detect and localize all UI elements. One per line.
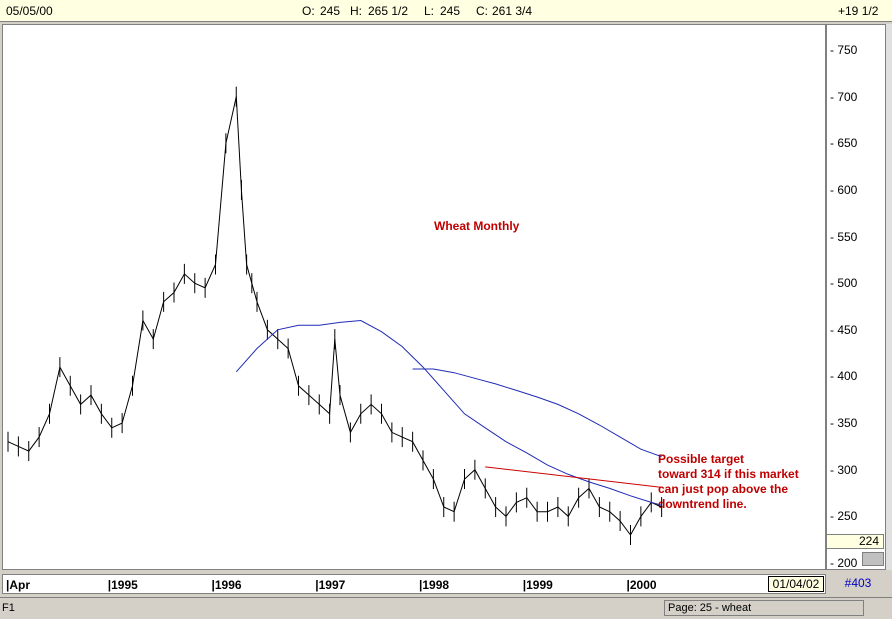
close-label: C: [476, 4, 488, 18]
change-value: +19 1/2 [838, 4, 879, 18]
x-axis-panel [2, 574, 826, 594]
annotation-line-2: toward 314 if this market [658, 467, 799, 481]
x-tick-label: |1996 [211, 578, 242, 592]
x-tick-label: |1998 [419, 578, 450, 592]
status-page: Page: 25 - wheat [664, 600, 864, 616]
low-value: 245 [440, 4, 461, 18]
x-tick-label: |2000 [626, 578, 657, 592]
y-tick-label: - 250 [830, 509, 858, 524]
y-tick-label: - 700 [830, 89, 858, 104]
y-tick-label: - 400 [830, 369, 858, 384]
y-tick-label: - 300 [830, 462, 858, 477]
x-tick-label: |1995 [107, 578, 138, 592]
y-tick-label: - 450 [830, 322, 858, 337]
status-bar: F1 Page: 25 - wheat [0, 597, 892, 619]
downtrend-line [485, 466, 662, 488]
open-value: 245 [320, 4, 341, 18]
high-value: 265 1/2 [368, 4, 409, 18]
high-label: H: [350, 4, 362, 18]
y-tick-label: - 750 [830, 43, 858, 57]
y-tick-label: - 500 [830, 276, 858, 291]
annotation-line-1: Possible target [658, 452, 745, 466]
x-tick-label: |Apr [6, 578, 31, 592]
chart-tool-icon[interactable] [862, 552, 884, 566]
moving-average-long [412, 368, 662, 458]
y-tick-label: - 350 [830, 416, 858, 431]
status-f1: F1 [2, 602, 15, 614]
moving-average-short [235, 319, 662, 506]
y-tick-label: - 600 [830, 182, 858, 197]
price-line [7, 96, 662, 536]
x-tick-label: |1997 [315, 578, 346, 592]
close-value: 261 3/4 [492, 4, 533, 18]
bar-count: #403 [844, 576, 872, 590]
cursor-date-box: 01/04/02 [768, 576, 824, 592]
quote-date: 05/05/00 [6, 4, 53, 18]
low-label: L: [424, 4, 435, 18]
y-axis-panel [826, 24, 886, 570]
x-tick-label: |1999 [522, 578, 553, 592]
y-tick-label: - 550 [830, 229, 858, 244]
quote-header: 05/05/00 O: 245 H: 265 1/2 L: 245 C: 261… [0, 0, 892, 22]
plot-area[interactable] [2, 24, 826, 570]
y-tick-label: - 200 [830, 556, 858, 570]
vertical-scrollbar[interactable] [886, 24, 892, 570]
y-tick-label: - 650 [830, 136, 858, 151]
annotation-line-3: can just pop above the [658, 482, 789, 496]
annotation-line-4: downtrend line. [658, 497, 747, 511]
last-price-box: 224 [826, 534, 884, 549]
chart-title: Wheat Monthly [434, 219, 520, 233]
open-label: O: [302, 4, 315, 18]
